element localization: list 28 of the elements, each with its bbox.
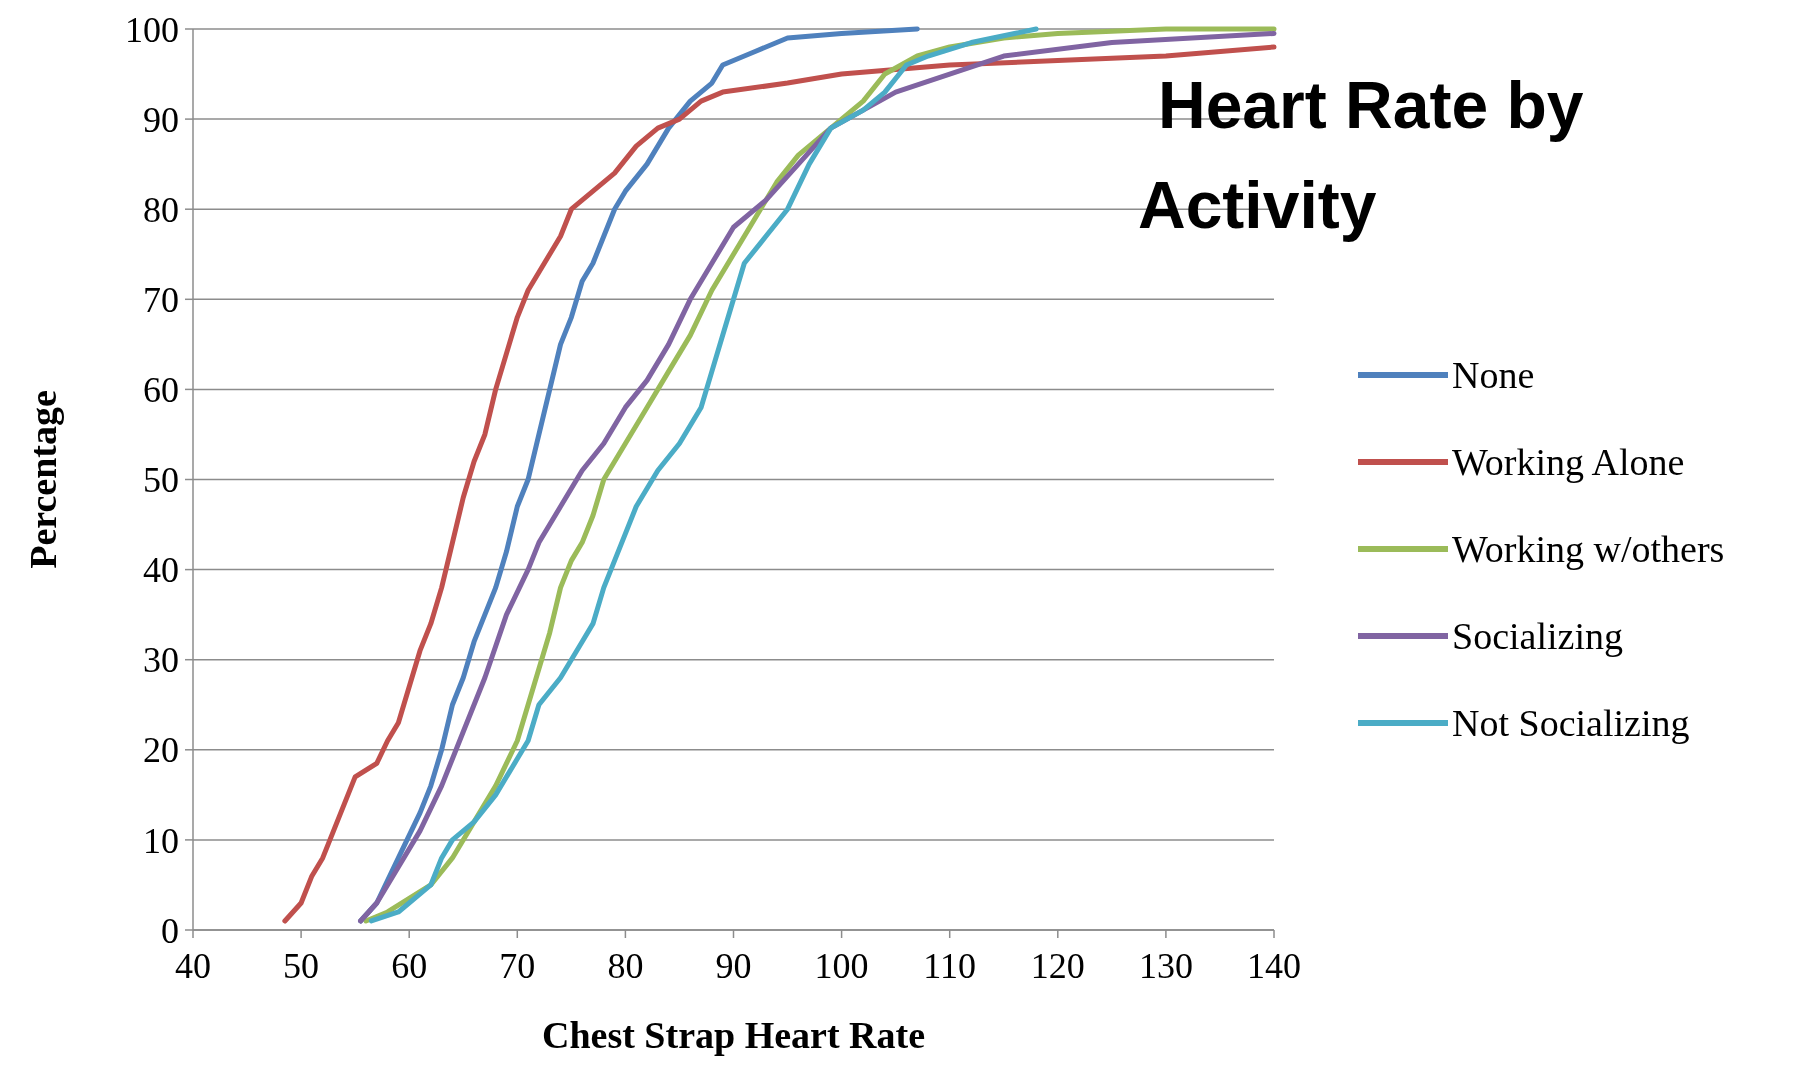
y-tick-label: 100 (125, 9, 179, 50)
y-tick-label: 90 (143, 99, 179, 140)
x-tick-label: 60 (391, 946, 428, 986)
x-tick-label: 90 (715, 946, 752, 986)
x-tick-label: 100 (814, 946, 869, 986)
y-tick-label: 70 (143, 279, 179, 320)
y-tick-label: 60 (143, 370, 179, 410)
legend-label: Working w/others (1452, 528, 1725, 571)
x-tick-label: 50 (283, 946, 320, 986)
y-tick-label: 40 (143, 550, 179, 591)
legend-label: None (1452, 354, 1535, 397)
y-tick-label: 80 (143, 189, 179, 230)
x-tick-label: 110 (923, 946, 977, 986)
x-tick-label: 140 (1247, 946, 1301, 986)
y-axis-title: Percentage (22, 390, 64, 569)
x-tick-label: 70 (499, 946, 536, 986)
y-tick-label: 30 (143, 640, 179, 681)
legend-label: Working Alone (1452, 441, 1685, 484)
x-tick-label: 130 (1138, 946, 1193, 986)
y-tick-label: 50 (143, 460, 179, 501)
legend-label: Socializing (1452, 615, 1623, 658)
x-axis-title: Chest Strap Heart Rate (541, 1014, 926, 1056)
y-tick-label: 20 (143, 730, 179, 771)
legend-label: Not Socializing (1452, 702, 1690, 745)
x-tick-label: 80 (607, 946, 644, 986)
text: Heart Rate by Activity (1138, 68, 1584, 242)
y-tick-label: 10 (143, 820, 179, 861)
x-tick-label: 120 (1030, 946, 1085, 986)
